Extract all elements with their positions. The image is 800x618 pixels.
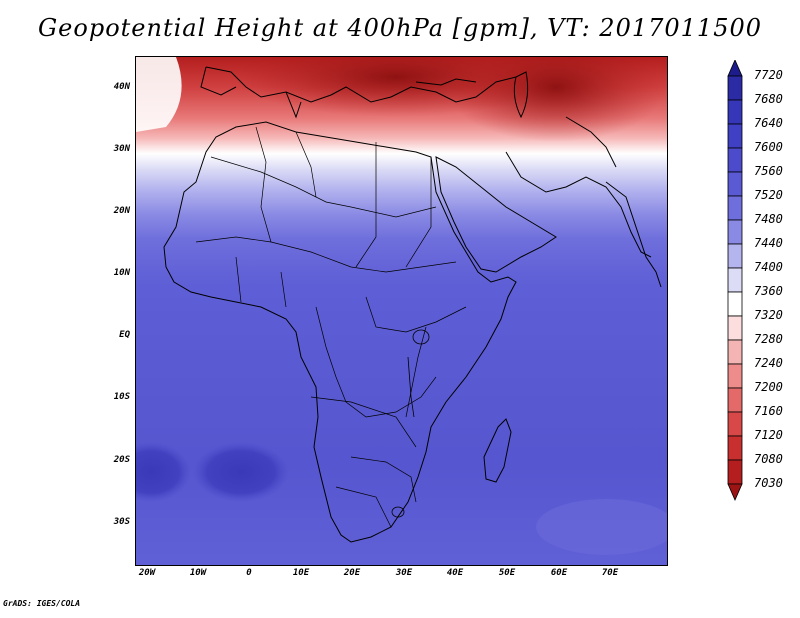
lon-label-60e: 60E (550, 568, 568, 578)
colorbar-swatch (727, 411, 743, 437)
colorbar-label: 7520 (754, 188, 783, 202)
map-panel (135, 56, 668, 566)
lat-label-40n: 40N (113, 82, 130, 92)
colorbar-extend-top (727, 60, 743, 77)
colorbar-label: 7400 (754, 260, 783, 274)
colorbar-swatch (727, 435, 743, 461)
lat-label-eq: EQ (119, 330, 130, 340)
colorbar-label: 7600 (754, 140, 783, 154)
lat-label-10n: 10N (113, 268, 130, 278)
colorbar-swatch (727, 75, 743, 101)
colorbar-label: 7320 (754, 308, 783, 322)
lon-label-10w: 10W (189, 568, 207, 578)
lon-label-40e: 40E (446, 568, 464, 578)
colorbar-label: 7360 (754, 284, 783, 298)
field-high-core-west (136, 442, 191, 502)
colorbar-label: 7280 (754, 332, 783, 346)
colorbar-label: 7480 (754, 212, 783, 226)
lon-label-50e: 50E (498, 568, 516, 578)
colorbar-swatch (727, 363, 743, 389)
colorbar-swatch (727, 459, 743, 485)
colorbar-swatch (727, 339, 743, 365)
colorbar-label: 7240 (754, 356, 783, 370)
colorbar (727, 60, 743, 501)
lat-label-20s: 20S (113, 455, 130, 465)
colorbar-swatch (727, 243, 743, 269)
footer-credit: GrADS: IGES/COLA (3, 599, 81, 608)
colorbar-label: 7440 (754, 236, 783, 250)
colorbar-label: 7200 (754, 380, 783, 394)
lakes (391, 329, 430, 518)
colorbar-swatch (727, 315, 743, 341)
country-borders (195, 126, 467, 528)
field-contour-high (136, 57, 182, 132)
colorbar-swatch (727, 99, 743, 125)
map-canvas (136, 57, 667, 565)
lat-label-30n: 30N (113, 144, 130, 154)
colorbar-label: 7680 (754, 92, 783, 106)
colorbar-label: 7120 (754, 428, 783, 442)
coastlines (163, 66, 662, 543)
colorbar-label: 7640 (754, 116, 783, 130)
colorbar-swatch (727, 171, 743, 197)
map-title: Geopotential Height at 400hPa [gpm], VT:… (38, 14, 762, 42)
lon-label-20e: 20E (343, 568, 361, 578)
lat-label-20n: 20N (113, 206, 130, 216)
field-high-core-atlantic (193, 442, 289, 502)
lon-label-70e: 70E (601, 568, 619, 578)
colorbar-swatch (727, 123, 743, 149)
lon-label-30e: 30E (395, 568, 413, 578)
lon-label-0: 0 (246, 568, 252, 578)
colorbar-label: 7720 (754, 68, 783, 82)
colorbar-extend-bottom (727, 483, 743, 501)
colorbar-label: 7030 (754, 476, 783, 490)
colorbar-swatch (727, 291, 743, 317)
lon-label-20w: 20W (138, 568, 156, 578)
colorbar-label: 7560 (754, 164, 783, 178)
lat-label-30s: 30S (113, 517, 130, 527)
colorbar-swatch (727, 267, 743, 293)
lon-label-10e: 10E (292, 568, 310, 578)
field-low-core-iran (446, 57, 666, 142)
colorbar-swatch (727, 219, 743, 245)
colorbar-swatch (727, 387, 743, 413)
colorbar-label: 7160 (754, 404, 783, 418)
colorbar-label: 7080 (754, 452, 783, 466)
colorbar-swatch (727, 195, 743, 221)
field-contour-south-indian (536, 499, 667, 555)
lat-label-10s: 10S (113, 392, 130, 402)
colorbar-swatch (727, 147, 743, 173)
